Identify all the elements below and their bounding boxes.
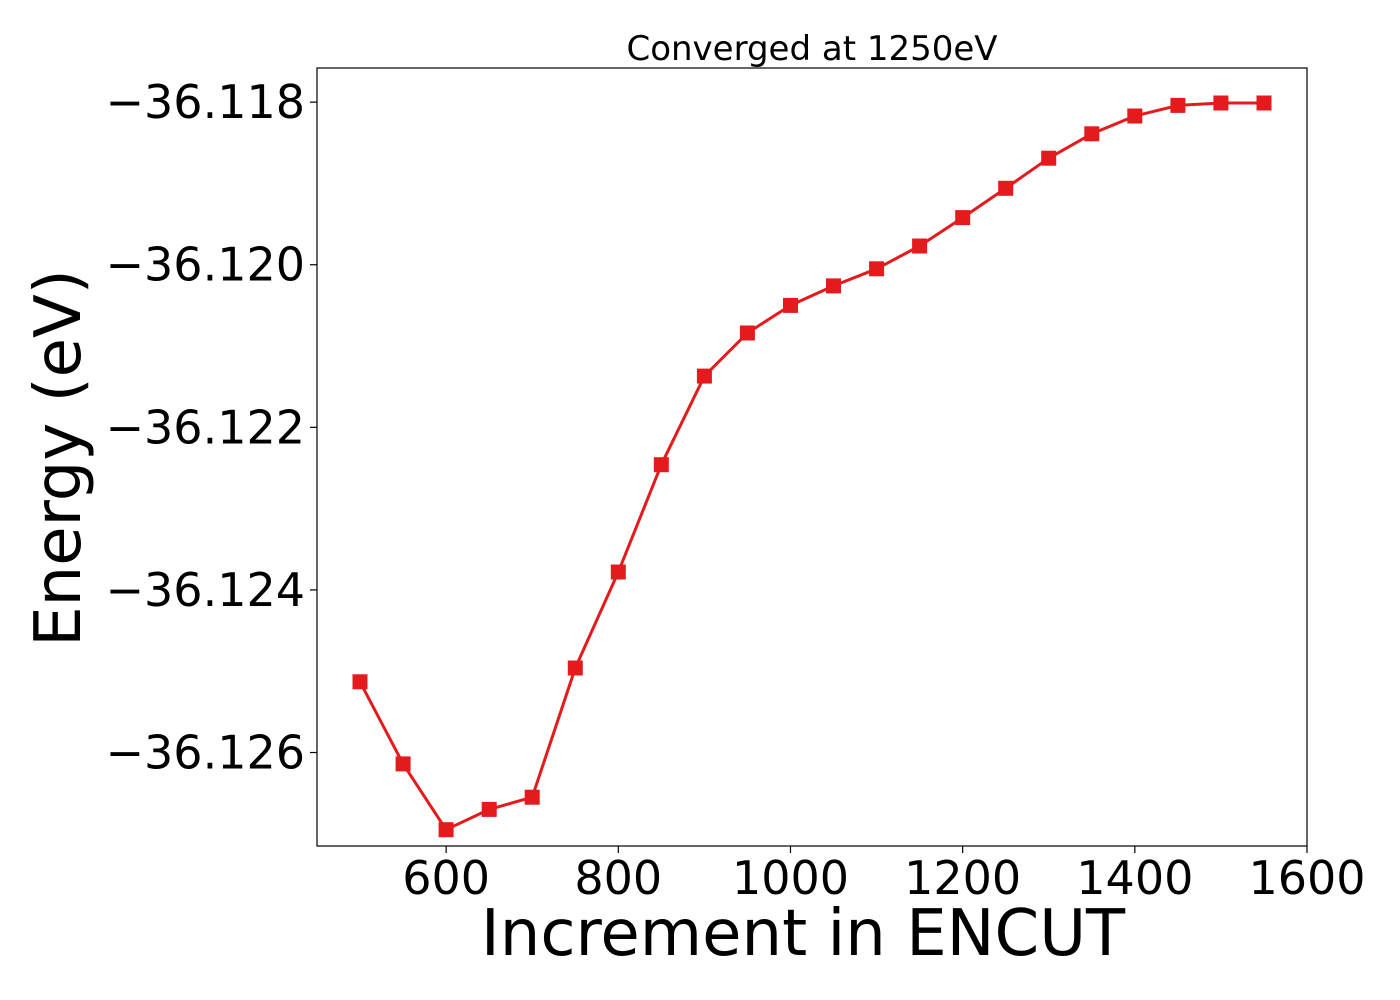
- x-tick-label: 600: [402, 851, 490, 905]
- data-point-marker: [524, 789, 540, 805]
- axes-layer: 600 800 1000 1200 1400 1600 −36.118 −36.120 −36.…: [106, 67, 1366, 905]
- data-point-marker: [481, 801, 497, 817]
- x-tick-label: 1600: [1248, 851, 1365, 905]
- y-tick-label: −36.126: [106, 726, 306, 780]
- data-point-marker: [826, 278, 841, 294]
- data-point-marker: [610, 564, 626, 580]
- data-point-marker: [696, 368, 712, 384]
- data-point-marker: [1084, 126, 1100, 142]
- y-tick-label: −36.124: [106, 563, 306, 617]
- data-point-marker: [955, 210, 971, 226]
- x-tick-label: 1200: [904, 851, 1021, 905]
- y-tick-label: −36.122: [106, 400, 306, 454]
- data-point-marker: [998, 180, 1014, 196]
- y-tick-label: −36.118: [106, 75, 306, 129]
- data-point-marker: [1256, 95, 1272, 111]
- y-tick-label: −36.120: [106, 238, 306, 292]
- data-point-marker: [869, 261, 885, 277]
- x-tick-label: 800: [574, 851, 662, 905]
- data-point-marker: [1170, 97, 1186, 113]
- x-tick-label: 1400: [1076, 851, 1193, 905]
- data-point-marker: [352, 674, 368, 690]
- plot-layer: [352, 95, 1272, 838]
- data-point-marker: [1041, 150, 1057, 166]
- chart-title: Converged at 1250eV: [626, 29, 997, 69]
- x-tick-label: 1000: [732, 851, 849, 905]
- x-axis-label: Increment in ENCUT: [481, 897, 1126, 971]
- data-point-marker: [739, 325, 755, 341]
- y-axis-label: Energy (eV): [22, 269, 96, 647]
- data-point-marker: [567, 660, 583, 676]
- data-point-marker: [653, 457, 669, 473]
- data-point-marker: [912, 238, 928, 254]
- data-point-marker: [438, 822, 454, 838]
- series-line: [358, 101, 1264, 832]
- data-point-marker: [1127, 108, 1143, 124]
- data-point-marker: [395, 756, 411, 772]
- data-point-marker: [1213, 95, 1229, 111]
- data-point-marker: [783, 297, 798, 313]
- plot-frame: [316, 67, 1308, 847]
